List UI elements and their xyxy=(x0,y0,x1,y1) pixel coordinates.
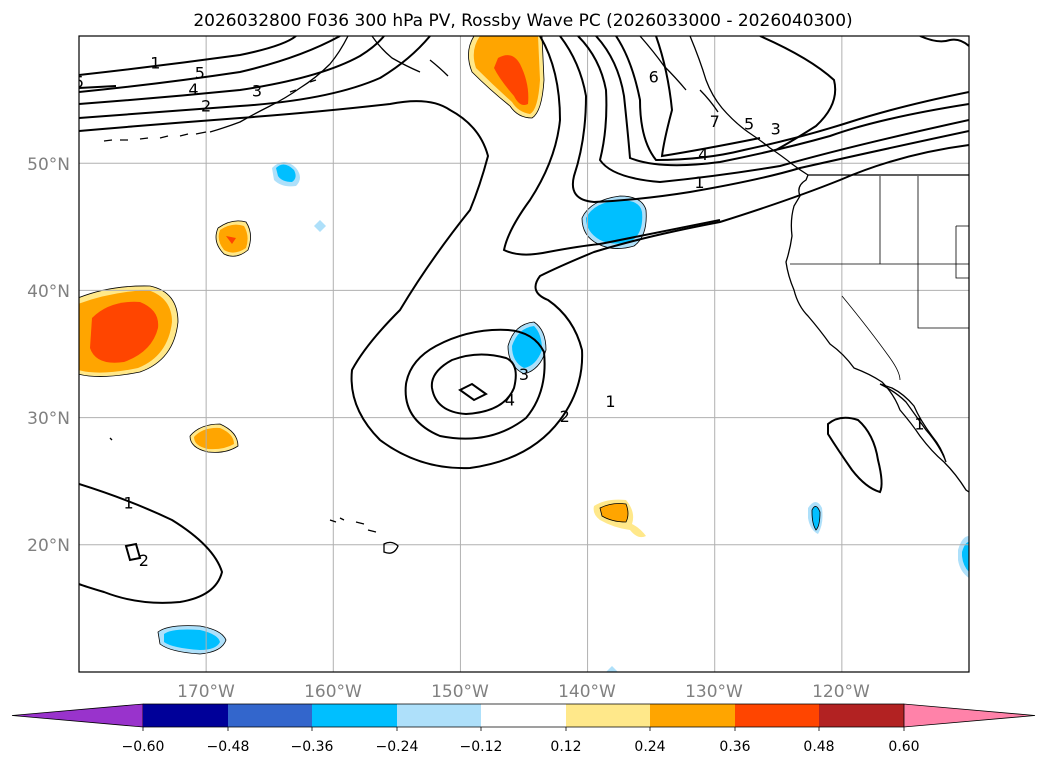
contour-label: 4 xyxy=(188,80,198,99)
colorbar-tick: −0.60 xyxy=(122,739,165,755)
lat-label-30: 30°N xyxy=(27,409,70,429)
lat-label-50: 50°N xyxy=(27,155,70,175)
lat-label-20: 20°N xyxy=(27,536,70,556)
colorbar-tick: 0.60 xyxy=(888,739,919,755)
colorbar-segment xyxy=(566,704,650,727)
contour-ne-6 xyxy=(655,36,761,158)
contour-label: 5 xyxy=(195,64,205,83)
contour-north-2 xyxy=(79,36,341,93)
contour-label: 7 xyxy=(710,112,720,131)
colorbar-tick: 0.12 xyxy=(550,739,581,755)
positive-anomaly-north-core xyxy=(494,55,529,105)
contour-label: 2 xyxy=(560,407,570,426)
colorbar-tick: 0.24 xyxy=(634,739,665,755)
contour-sw-2 xyxy=(124,542,142,562)
contour-ne-3 xyxy=(577,36,969,184)
lon-label-120w: 120°W xyxy=(812,682,870,702)
contour-ne-4 xyxy=(595,36,969,167)
contour-label: 3 xyxy=(252,81,262,100)
contour-ring-2 xyxy=(404,328,546,440)
contour-label: 3 xyxy=(771,120,781,139)
lon-label-130w: 130°W xyxy=(685,682,743,702)
colorbar-segment xyxy=(143,704,228,727)
contour-ne-8 xyxy=(919,36,969,47)
baja-california xyxy=(879,383,947,463)
anomaly-outlines xyxy=(79,36,821,655)
north-america-west-coast xyxy=(785,174,969,493)
contour-sw-1 xyxy=(79,483,224,604)
pv-anomaly-shading xyxy=(79,36,969,672)
small-island-1 xyxy=(109,437,113,441)
colorbar-segment xyxy=(735,704,819,727)
lat-labels: 50°N 40°N 30°N 20°N xyxy=(27,155,70,556)
contour-label: 3 xyxy=(945,1,955,20)
contour-north-3 xyxy=(79,36,385,105)
contour-ring-4 xyxy=(458,382,488,402)
contour-ne-1 xyxy=(502,36,721,256)
contour-label: 5 xyxy=(74,73,84,92)
positive-anomaly-west-core xyxy=(90,301,159,363)
pv-contours xyxy=(79,36,969,604)
contour-north-1 xyxy=(79,36,297,76)
contour-ne-7 xyxy=(759,36,837,151)
contour-north-5 xyxy=(79,100,969,470)
colorbar-extend-right xyxy=(903,703,1036,728)
colorbar-segment xyxy=(228,704,312,727)
contour-label: 2 xyxy=(201,97,211,116)
lon-label-160w: 160°W xyxy=(304,682,362,702)
colorbar-segment xyxy=(819,704,904,727)
contour-label: 1 xyxy=(150,53,160,72)
colorbar-tick: −0.24 xyxy=(376,739,419,755)
aleutian-islands xyxy=(103,79,317,142)
contour-label: 1 xyxy=(694,173,704,192)
contour-label: 6 xyxy=(649,67,659,86)
colorbar: −0.60 −0.48 −0.36 −0.24 −0.12 0.12 0.24 … xyxy=(11,703,1036,755)
contour-label: 5 xyxy=(744,115,754,134)
alaska-panhandle xyxy=(689,36,809,176)
figure-title: 2026032800 F036 300 hPa PV, Rossby Wave … xyxy=(193,11,852,31)
contour-ne-2 xyxy=(559,36,969,204)
lat-label-40: 40°N xyxy=(27,282,70,302)
colorbar-tick: −0.48 xyxy=(207,739,250,755)
colorbar-segment xyxy=(312,704,397,727)
state-borders xyxy=(790,176,969,381)
colorbar-segment xyxy=(650,704,735,727)
lon-label-150w: 150°W xyxy=(431,682,489,702)
contour-se-1 xyxy=(827,416,883,494)
contour-label: 1 xyxy=(123,494,133,513)
contour-label: 4 xyxy=(505,391,515,410)
contour-north-6 xyxy=(79,85,117,89)
contour-north-4 xyxy=(79,36,431,119)
lon-labels: 170°W 160°W 150°W 140°W 130°W 120°W xyxy=(177,682,870,702)
map-frame xyxy=(78,35,970,673)
colorbar-tick: 0.36 xyxy=(719,739,750,755)
contour-label: 3 xyxy=(519,365,529,384)
lon-label-140w: 140°W xyxy=(558,682,616,702)
contour-ring-3 xyxy=(430,353,517,416)
colorbar-segment xyxy=(397,704,481,727)
contour-label: 1 xyxy=(914,415,924,434)
colorbar-extend-left xyxy=(11,703,144,728)
lon-label-170w: 170°W xyxy=(177,682,235,702)
aleutian-peninsula xyxy=(209,36,349,133)
contour-ne-5 xyxy=(615,36,969,162)
hawaii-2 xyxy=(329,517,377,533)
contour-label: 4 xyxy=(698,145,708,164)
colorbar-segment xyxy=(481,704,566,727)
contour-label: 1 xyxy=(605,392,615,411)
contour-label: 4 xyxy=(931,15,941,34)
colorbar-tick: 0.48 xyxy=(803,739,834,755)
contour-label: 2 xyxy=(139,551,149,570)
hawaii-1 xyxy=(383,541,399,554)
colorbar-tick: −0.12 xyxy=(460,739,503,755)
colorbar-tick: −0.36 xyxy=(291,739,334,755)
